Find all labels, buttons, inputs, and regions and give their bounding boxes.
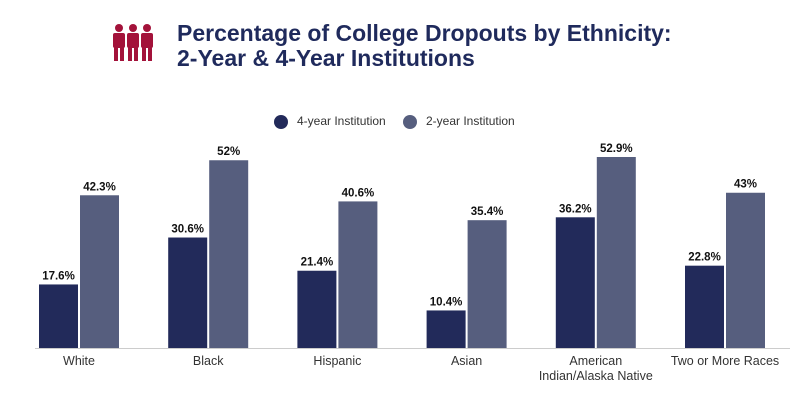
- value-label: 52%: [217, 146, 240, 158]
- bar: [209, 160, 249, 348]
- value-label: 22.8%: [688, 252, 721, 264]
- title-icon: [113, 24, 153, 61]
- chart-title: Percentage of College Dropouts by Ethnic…: [177, 20, 672, 46]
- bar: [80, 195, 119, 348]
- x-tick-label: American Indian/Alaska Native: [538, 354, 653, 383]
- bar: [685, 265, 724, 348]
- legend-label: 2-year Institution: [426, 114, 515, 128]
- chart-subtitle: 2-Year & 4-Year Institutions: [177, 45, 475, 71]
- bar: [467, 220, 507, 348]
- value-label: 42.3%: [83, 181, 116, 193]
- value-label: 30.6%: [171, 224, 204, 236]
- value-label: 21.4%: [301, 257, 334, 269]
- x-tick-label: Hispanic: [313, 354, 362, 368]
- bar: [726, 192, 765, 348]
- bar: [555, 217, 595, 348]
- bar: [596, 157, 636, 348]
- legend-marker: [274, 115, 288, 129]
- value-label: 10.4%: [430, 296, 463, 308]
- value-label: 52.9%: [600, 143, 633, 155]
- value-label: 17.6%: [42, 270, 75, 282]
- x-tick-label: Asian: [450, 354, 483, 368]
- x-tick-label: Black: [192, 354, 224, 368]
- x-tick-label: White: [63, 354, 95, 368]
- bar: [168, 237, 208, 348]
- x-tick-label: Two or More Races: [670, 354, 780, 368]
- bar: [39, 284, 78, 348]
- legend-marker: [403, 115, 417, 129]
- value-label: 43%: [734, 179, 757, 191]
- bar: [297, 270, 337, 348]
- legend-label: 4-year Institution: [297, 114, 386, 128]
- bar: [426, 310, 466, 348]
- value-label: 35.4%: [471, 206, 504, 218]
- bar: [338, 201, 378, 348]
- value-label: 40.6%: [342, 187, 375, 199]
- value-label: 36.2%: [559, 203, 592, 215]
